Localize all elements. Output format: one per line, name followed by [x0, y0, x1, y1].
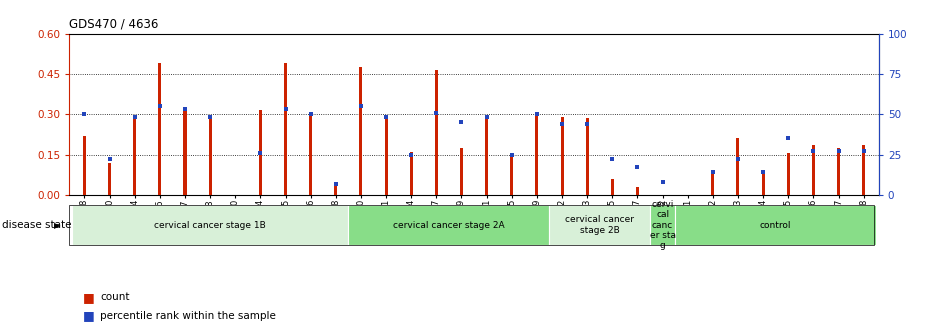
Point — [278, 107, 293, 112]
Text: ■: ■ — [83, 291, 95, 304]
Point — [806, 149, 820, 154]
Point — [128, 115, 142, 120]
Text: GDS470 / 4636: GDS470 / 4636 — [69, 18, 159, 31]
Point — [630, 165, 645, 170]
Point — [555, 121, 570, 127]
Point — [353, 103, 368, 109]
Bar — [711, 173, 714, 195]
Point — [781, 136, 796, 141]
Bar — [435, 70, 438, 195]
Point — [832, 149, 846, 154]
Bar — [636, 187, 639, 195]
Point — [529, 112, 544, 117]
Point — [102, 157, 117, 162]
Point — [756, 170, 771, 175]
Bar — [736, 138, 739, 195]
Bar — [183, 108, 187, 195]
Text: count: count — [100, 292, 130, 302]
Bar — [561, 117, 563, 195]
Point — [655, 179, 670, 185]
Point — [731, 157, 746, 162]
Text: ■: ■ — [83, 309, 95, 322]
Bar — [72, 205, 349, 245]
Bar — [133, 116, 136, 195]
Bar — [511, 153, 513, 195]
Point — [203, 115, 217, 120]
Point — [479, 115, 494, 120]
Point — [580, 121, 595, 127]
Text: percentile rank within the sample: percentile rank within the sample — [100, 311, 276, 321]
Bar — [334, 184, 338, 195]
Text: cervi
cal
canc
er sta
g: cervi cal canc er sta g — [649, 200, 675, 250]
Text: cervical cancer
stage 2B: cervical cancer stage 2B — [565, 215, 635, 235]
Bar — [83, 136, 86, 195]
Point — [706, 170, 721, 175]
Bar — [410, 152, 413, 195]
Bar — [284, 63, 287, 195]
Point — [253, 150, 268, 156]
Bar — [460, 148, 463, 195]
Bar — [761, 173, 765, 195]
Bar — [812, 145, 815, 195]
Bar — [309, 112, 312, 195]
Point — [328, 181, 343, 186]
Text: control: control — [760, 221, 792, 229]
Bar — [349, 205, 549, 245]
Point — [153, 103, 167, 109]
Point — [429, 110, 444, 115]
Bar — [837, 148, 840, 195]
Text: cervical cancer stage 1B: cervical cancer stage 1B — [154, 221, 266, 229]
Bar — [862, 145, 865, 195]
Bar — [586, 118, 588, 195]
Bar — [549, 205, 650, 245]
Point — [454, 120, 469, 125]
Bar — [675, 205, 876, 245]
Bar — [385, 116, 388, 195]
Point — [605, 157, 620, 162]
Bar — [360, 67, 363, 195]
Point — [178, 107, 192, 112]
Point — [857, 149, 871, 154]
Bar — [485, 116, 488, 195]
Bar — [158, 63, 161, 195]
Bar — [259, 110, 262, 195]
Point — [378, 115, 393, 120]
Point — [303, 112, 318, 117]
Bar — [610, 179, 614, 195]
Bar — [650, 205, 675, 245]
Bar — [787, 153, 790, 195]
Bar — [536, 113, 538, 195]
Text: ▶: ▶ — [54, 221, 60, 229]
Point — [77, 112, 92, 117]
Bar — [209, 118, 212, 195]
Point — [504, 152, 519, 157]
Bar — [108, 163, 111, 195]
Point — [404, 152, 419, 157]
Text: cervical cancer stage 2A: cervical cancer stage 2A — [393, 221, 505, 229]
Text: disease state: disease state — [2, 220, 71, 230]
